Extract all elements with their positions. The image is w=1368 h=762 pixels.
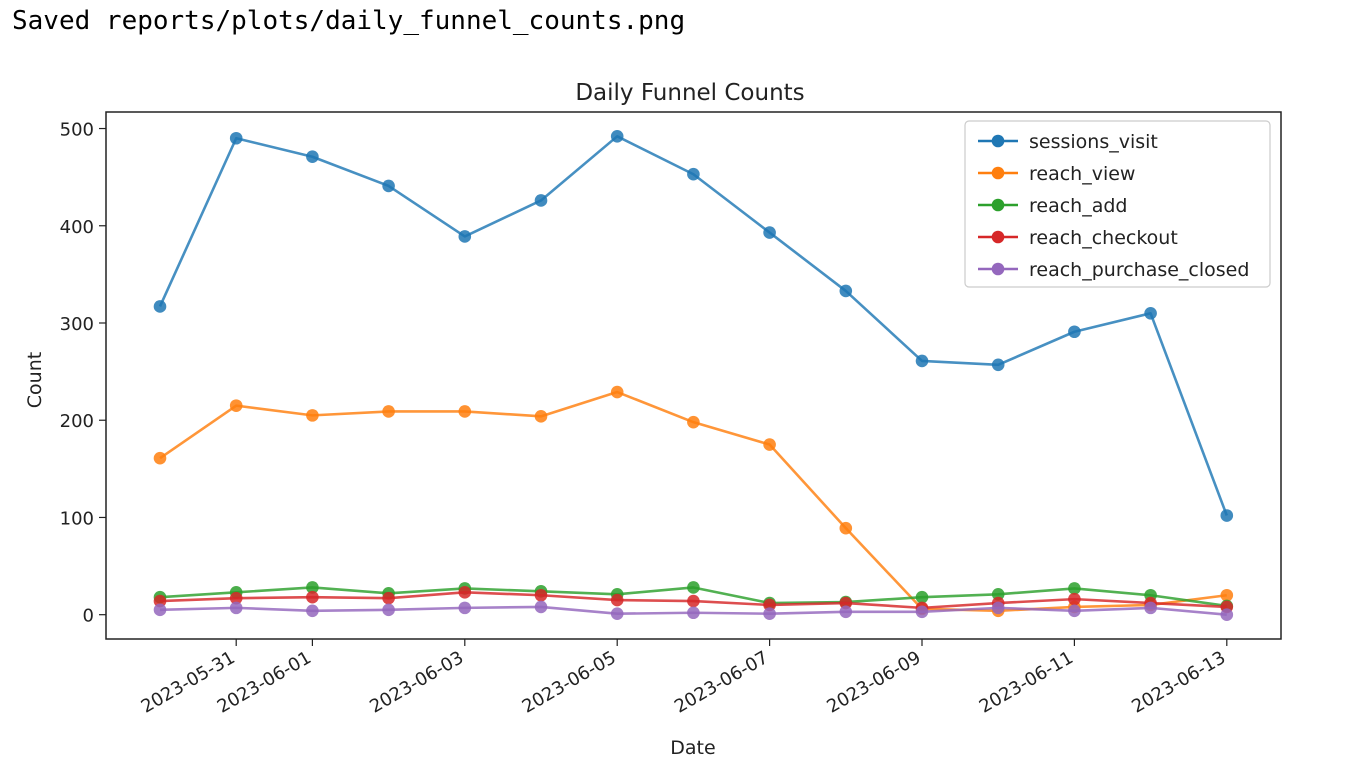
x-tick-label: 2023-06-09 [823,647,924,717]
data-point [534,600,548,614]
legend-entry: sessions_visit [978,131,1158,153]
y-tick-label: 400 [60,217,94,238]
data-point [153,300,167,313]
data-point [534,588,548,602]
legend-box [964,120,1271,288]
data-point [458,586,472,599]
data-point [839,605,853,619]
data-point [153,603,167,617]
data-point [229,591,243,605]
x-axis-label: Date [670,737,715,759]
plot-area [153,130,1234,621]
data-point [610,607,624,621]
y-tick-label: 300 [60,314,94,335]
chart-title: Daily Funnel Counts [575,80,804,106]
x-tick-label: 2023-06-07 [671,647,772,717]
data-point [458,405,472,418]
data-point [229,399,243,412]
data-point [763,598,776,612]
data-point [306,150,319,164]
legend-label: reach_view [1029,163,1135,185]
data-point [610,385,624,399]
data-point [1144,601,1157,615]
legend-swatch-marker [991,230,1005,244]
legend: sessions_visit reach_view reach_add reach_c… [964,120,1271,288]
data-point [1144,306,1157,320]
legend-label: reach_add [1029,195,1127,217]
console-output-text: Saved reports/plots/daily_funnel_counts.… [12,6,686,36]
data-point [915,590,929,604]
data-point [458,601,472,615]
data-point [687,415,700,429]
data-point [1220,588,1234,602]
data-point [534,410,548,423]
data-point [306,590,319,604]
data-point [382,179,395,193]
data-point [1220,509,1234,522]
data-point [839,521,853,535]
data-point [306,604,319,618]
data-point [687,167,700,181]
legend-entry: reach_add [978,195,1127,217]
y-tick-label: 100 [60,508,94,529]
y-tick-label: 200 [60,411,94,432]
legend-label: reach_purchase_closed [1029,259,1249,281]
data-point [915,605,929,619]
data-point [1068,582,1081,595]
data-point [153,594,167,608]
data-point [1068,592,1081,606]
data-point [153,451,167,465]
data-point [229,601,243,615]
data-point [763,607,776,621]
legend-swatch-marker [991,134,1005,148]
legend-label: reach_checkout [1029,227,1178,249]
y-tick-label: 500 [60,120,94,141]
data-point [382,591,395,605]
data-point [839,284,853,298]
data-point [534,194,548,207]
data-point [458,230,472,243]
x-tick-label: 2023-06-11 [976,647,1077,717]
y-axis: 0 100 200 300 400 500 [60,120,106,627]
data-point [229,131,243,145]
data-point [610,130,624,143]
series-sessions-visit [153,130,1234,522]
legend-entry: reach_purchase_closed [978,259,1249,281]
data-point [763,438,776,451]
data-point [991,601,1005,615]
data-point [1068,325,1081,339]
data-point [382,603,395,617]
data-point [687,594,700,608]
y-tick-label: 0 [83,606,94,627]
y-axis-label: Count [24,352,46,408]
data-point [991,587,1005,601]
data-point [306,409,319,422]
x-tick-label: 2023-06-05 [519,647,620,717]
data-point [915,354,929,368]
legend-entry: reach_view [978,163,1135,185]
data-point [306,581,319,594]
data-point [610,593,624,607]
x-tick-label: 2023-06-13 [1128,647,1229,717]
data-point [839,596,853,610]
legend-swatch-marker [991,198,1005,212]
data-point [1068,604,1081,618]
legend-entry: reach_checkout [978,227,1178,249]
data-point [382,405,395,418]
x-tick-label: 2023-06-03 [366,647,467,717]
series-reach-purchase-closed [153,600,1234,621]
data-point [763,226,776,239]
data-point [1220,608,1234,621]
legend-swatch-marker [991,166,1005,180]
data-point [991,358,1005,372]
legend-label: sessions_visit [1029,131,1158,153]
plot-frame [105,111,1282,640]
data-point [687,581,700,594]
data-point [687,606,700,620]
legend-swatch-marker [991,262,1005,276]
